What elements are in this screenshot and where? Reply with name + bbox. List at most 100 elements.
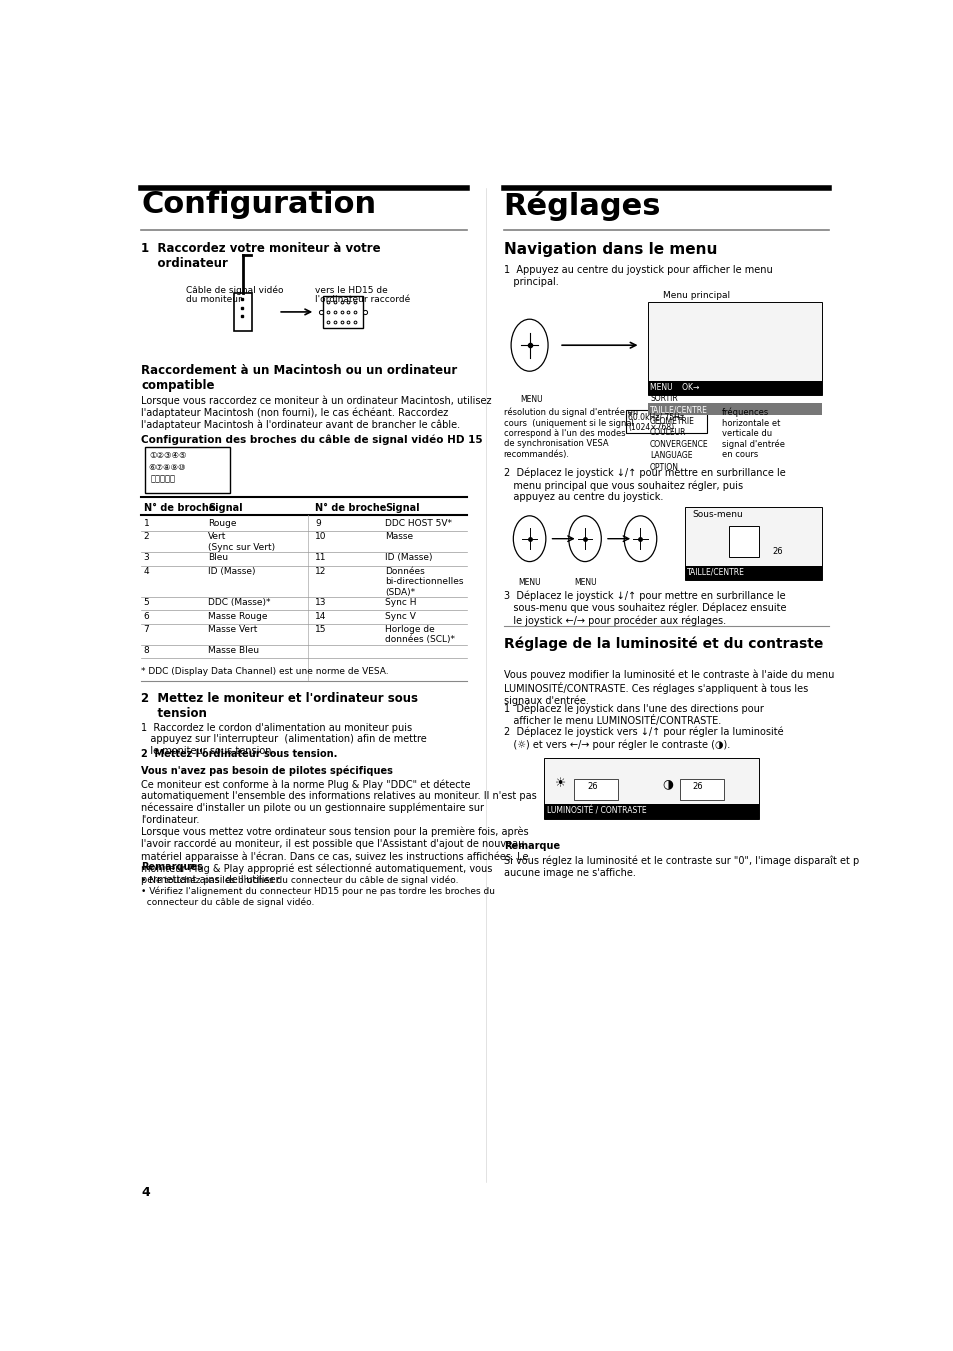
Text: 1  Raccordez le cordon d'alimentation au moniteur puis
   appuyez sur l'interrup: 1 Raccordez le cordon d'alimentation au …	[141, 723, 427, 757]
Text: MENU: MENU	[574, 578, 596, 588]
Text: 2  Mettez le moniteur et l'ordinateur sous
    tension: 2 Mettez le moniteur et l'ordinateur sou…	[141, 692, 418, 720]
FancyBboxPatch shape	[647, 404, 821, 415]
FancyBboxPatch shape	[647, 381, 821, 394]
Text: Signal: Signal	[385, 504, 419, 513]
Text: Vert
(Sync sur Vert): Vert (Sync sur Vert)	[208, 532, 274, 551]
Text: Remarques: Remarques	[141, 862, 203, 873]
Text: N° de broche: N° de broche	[314, 504, 386, 513]
FancyBboxPatch shape	[145, 447, 230, 493]
Text: ID (Masse): ID (Masse)	[385, 554, 433, 562]
Text: ⑪⑫⑬⑭⑮: ⑪⑫⑬⑭⑮	[151, 474, 176, 484]
Text: 4: 4	[144, 567, 149, 576]
Text: 10: 10	[314, 532, 326, 542]
Text: Masse Rouge: Masse Rouge	[208, 612, 267, 620]
Text: ①②③④⑤: ①②③④⑤	[150, 451, 187, 461]
Text: 60.0kHz/ 75Hz
(1024×768): 60.0kHz/ 75Hz (1024×768)	[627, 413, 683, 432]
FancyBboxPatch shape	[647, 301, 821, 394]
FancyBboxPatch shape	[728, 526, 758, 558]
Text: N° de broche: N° de broche	[144, 504, 214, 513]
Text: MENU    OK→: MENU OK→	[649, 382, 699, 392]
Text: l'ordinateur raccordé: l'ordinateur raccordé	[314, 296, 410, 304]
Text: 14: 14	[314, 612, 326, 620]
FancyBboxPatch shape	[544, 758, 758, 819]
Text: 2: 2	[144, 532, 149, 542]
Text: 2  Déplacez le joystick vers ↓/↑ pour régler la luminosité
   (☼) et vers ←/→ po: 2 Déplacez le joystick vers ↓/↑ pour rég…	[503, 727, 782, 750]
Text: Bleu: Bleu	[208, 554, 228, 562]
FancyBboxPatch shape	[684, 566, 821, 581]
Text: CONVERGENCE: CONVERGENCE	[649, 440, 708, 449]
Text: 9: 9	[314, 519, 320, 528]
Text: vers le HD15 de: vers le HD15 de	[314, 286, 388, 295]
Text: 3  Déplacez le joystick ↓/↑ pour mettre en surbrillance le
   sous-menu que vous: 3 Déplacez le joystick ↓/↑ pour mettre e…	[503, 590, 785, 626]
Text: Navigation dans le menu: Navigation dans le menu	[503, 242, 717, 257]
Text: Vous n'avez pas besoin de pilotes spécifiques: Vous n'avez pas besoin de pilotes spécif…	[141, 766, 393, 775]
Text: Si vous réglez la luminosité et le contraste sur "0", l'image disparaît et plus
: Si vous réglez la luminosité et le contr…	[503, 857, 872, 878]
FancyBboxPatch shape	[233, 293, 252, 331]
Text: • Ne touchez pas les broches du connecteur du câble de signal vidéo.
• Vérifiez : • Ne touchez pas les broches du connecte…	[141, 875, 495, 908]
Text: Horloge de
données (SCL)*: Horloge de données (SCL)*	[385, 626, 455, 644]
Text: Menu principal: Menu principal	[662, 290, 729, 300]
FancyBboxPatch shape	[544, 804, 758, 819]
Text: Sync H: Sync H	[385, 598, 416, 607]
Text: Configuration des broches du câble de signal vidéo HD 15: Configuration des broches du câble de si…	[141, 435, 482, 446]
Text: Configuration: Configuration	[141, 190, 376, 219]
Text: 1  Appuyez au centre du joystick pour afficher le menu
   principal.: 1 Appuyez au centre du joystick pour aff…	[503, 265, 772, 286]
Text: Données
bi-directionnelles
(SDA)*: Données bi-directionnelles (SDA)*	[385, 567, 463, 597]
Text: 12: 12	[314, 567, 326, 576]
Text: 7: 7	[144, 626, 150, 634]
Text: Réglages: Réglages	[503, 190, 660, 220]
Text: 1  Déplacez le joystick dans l'une des directions pour
   afficher le menu LUMIN: 1 Déplacez le joystick dans l'une des di…	[503, 703, 762, 727]
Text: ⑥⑦⑧⑨⑩: ⑥⑦⑧⑨⑩	[148, 463, 186, 471]
Text: * DDC (Display Data Channel) est une norme de VESA.: * DDC (Display Data Channel) est une nor…	[141, 666, 389, 676]
Text: Signal: Signal	[208, 504, 242, 513]
Text: Raccordement à un Macintosh ou un ordinateur
compatible: Raccordement à un Macintosh ou un ordina…	[141, 363, 457, 392]
Text: Masse Bleu: Masse Bleu	[208, 646, 259, 655]
Text: 26: 26	[587, 782, 598, 792]
Text: Réglage de la luminosité et du contraste: Réglage de la luminosité et du contraste	[503, 636, 822, 651]
Text: 3: 3	[144, 554, 150, 562]
Text: ID (Masse): ID (Masse)	[208, 567, 255, 576]
Text: Remarque: Remarque	[503, 842, 559, 851]
Text: COULEUR: COULEUR	[649, 428, 686, 438]
Text: 2  Déplacez le joystick ↓/↑ pour mettre en surbrillance le
   menu principal que: 2 Déplacez le joystick ↓/↑ pour mettre e…	[503, 467, 784, 503]
Text: 8: 8	[144, 646, 150, 655]
Text: ◑: ◑	[662, 777, 673, 790]
Text: Vous pouvez modifier la luminosité et le contraste à l'aide du menu
LUMINOSITÉ/C: Vous pouvez modifier la luminosité et le…	[503, 670, 833, 707]
Text: 26: 26	[692, 782, 702, 792]
Text: Sync V: Sync V	[385, 612, 416, 620]
Text: 13: 13	[314, 598, 326, 607]
Text: Masse Vert: Masse Vert	[208, 626, 257, 634]
Text: 2  Mettez l'ordinateur sous tension.: 2 Mettez l'ordinateur sous tension.	[141, 748, 337, 759]
Text: GÉOMÉTRIE: GÉOMÉTRIE	[649, 417, 694, 426]
Text: SORTIR: SORTIR	[649, 394, 678, 403]
Text: Câble de signal vidéo: Câble de signal vidéo	[186, 286, 283, 296]
Text: LUMINOSITÉ / CONTRASTE: LUMINOSITÉ / CONTRASTE	[546, 807, 645, 815]
Text: 5: 5	[144, 598, 150, 607]
Text: Lorsque vous raccordez ce moniteur à un ordinateur Macintosh, utilisez
l'adaptat: Lorsque vous raccordez ce moniteur à un …	[141, 394, 492, 430]
FancyBboxPatch shape	[574, 780, 618, 800]
Text: du moniteur: du moniteur	[186, 296, 241, 304]
Text: ☀: ☀	[555, 777, 566, 790]
Text: 6: 6	[144, 612, 150, 620]
Text: TAILLE/CENTRE: TAILLE/CENTRE	[686, 567, 744, 577]
FancyBboxPatch shape	[322, 296, 363, 327]
Text: DDC HOST 5V*: DDC HOST 5V*	[385, 519, 452, 528]
FancyBboxPatch shape	[625, 409, 706, 432]
Text: Sous-menu: Sous-menu	[692, 509, 742, 519]
Text: MENU: MENU	[518, 578, 540, 588]
Text: 1  Raccordez votre moniteur à votre
    ordinateur: 1 Raccordez votre moniteur à votre ordin…	[141, 242, 380, 270]
FancyBboxPatch shape	[684, 508, 821, 581]
Text: MENU: MENU	[519, 394, 542, 404]
Text: fréquences
horizontale et
verticale du
signal d'entrée
en cours: fréquences horizontale et verticale du s…	[721, 408, 784, 459]
Text: TAILLE/CENTRE: TAILLE/CENTRE	[649, 405, 707, 415]
Text: LANGUAGE: LANGUAGE	[649, 451, 692, 461]
Text: résolution du signal d'entrée en
cours  (uniquement si le signal
correspond à l': résolution du signal d'entrée en cours (…	[503, 408, 638, 459]
Text: DDC (Masse)*: DDC (Masse)*	[208, 598, 271, 607]
Text: 4: 4	[141, 1186, 150, 1198]
Text: 11: 11	[314, 554, 326, 562]
Text: OPTION: OPTION	[649, 463, 679, 471]
Text: 1: 1	[144, 519, 150, 528]
Text: Ce moniteur est conforme à la norme Plug & Play "DDC" et détecte
automatiquement: Ce moniteur est conforme à la norme Plug…	[141, 780, 537, 885]
FancyBboxPatch shape	[679, 780, 723, 800]
Text: Masse: Masse	[385, 532, 413, 542]
